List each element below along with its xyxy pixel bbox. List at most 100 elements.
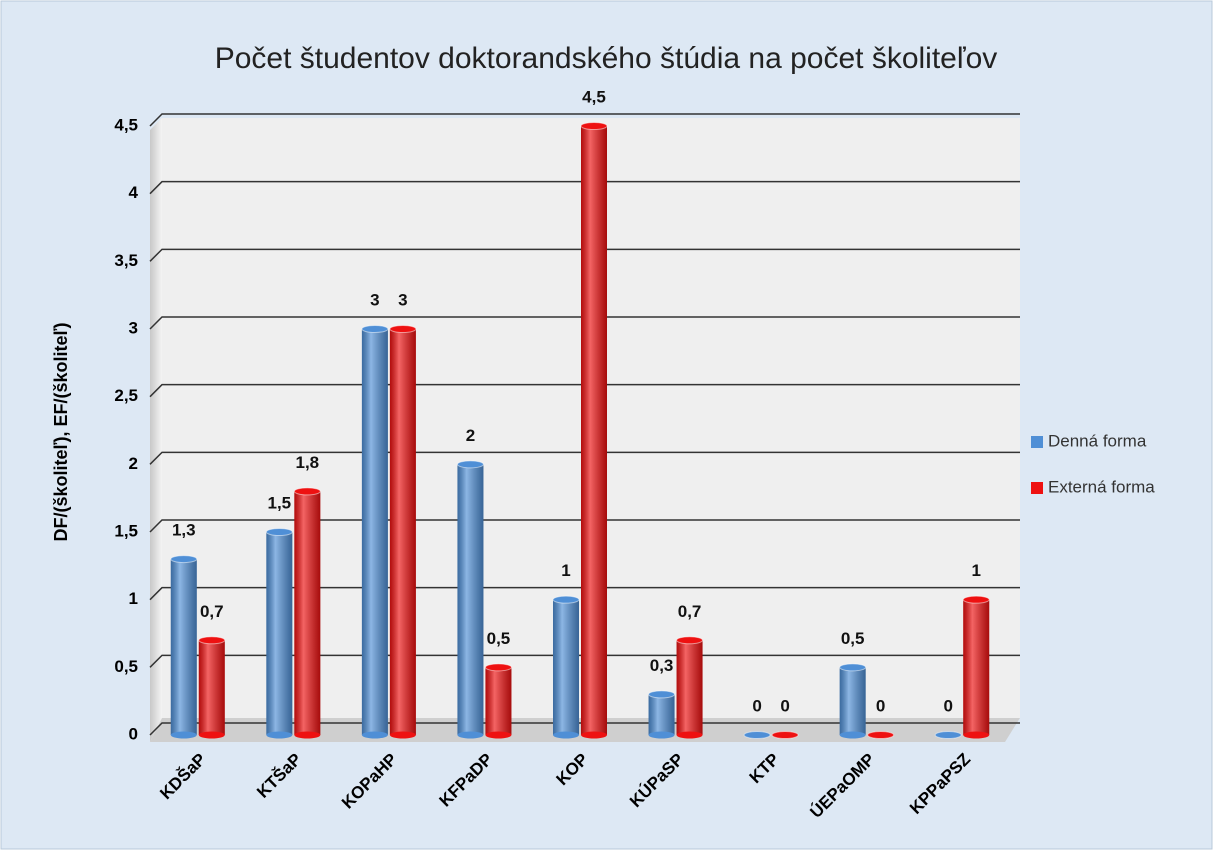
value-label: 1,3 <box>172 521 196 540</box>
bar <box>648 690 676 739</box>
value-label: 0 <box>752 696 761 715</box>
value-label: 1,5 <box>268 493 292 512</box>
bar <box>676 636 704 739</box>
legend-swatch <box>1031 482 1043 494</box>
y-tick-label: 0 <box>129 724 138 743</box>
bar <box>484 663 512 739</box>
bar <box>934 731 962 739</box>
grid-line <box>149 316 1020 330</box>
bar-top <box>771 731 799 739</box>
bar-shade <box>676 640 703 735</box>
bar-top <box>484 663 512 672</box>
grid-line <box>149 586 1020 601</box>
bar-bottom <box>963 731 990 739</box>
y-tick-label: 4 <box>129 183 139 202</box>
bar-bottom <box>581 731 607 739</box>
bar-shade <box>266 532 293 735</box>
value-label: 1,8 <box>296 453 320 472</box>
bar-shade <box>170 559 197 735</box>
bar-shade <box>553 599 579 735</box>
bar <box>170 555 198 739</box>
legend-label: Externá forma <box>1048 477 1155 496</box>
bar <box>456 460 484 739</box>
y-tick-label: 1,5 <box>114 521 138 540</box>
bar-bottom <box>170 731 197 739</box>
y-tick-label: 4,5 <box>114 115 138 134</box>
grid-line <box>149 383 1020 398</box>
grid-line <box>149 519 1020 533</box>
bar-bottom <box>553 731 579 739</box>
bar-shade <box>839 667 866 735</box>
y-tick-label: 2,5 <box>114 386 138 405</box>
bar-top <box>839 663 867 672</box>
grid-line <box>149 113 1020 127</box>
value-label: 3 <box>398 290 407 309</box>
bar-top <box>580 122 608 130</box>
grid-line <box>149 654 1020 668</box>
y-axis-label: DF/(školiteľ), EF/(školiteľ) <box>51 323 71 542</box>
bar-top <box>934 731 962 739</box>
side-wall <box>150 118 162 742</box>
value-label: 0,5 <box>487 629 511 648</box>
value-label: 3 <box>370 290 379 309</box>
bar-top <box>170 555 198 564</box>
bar-shade <box>648 694 675 735</box>
value-label: 0 <box>780 696 789 715</box>
bar <box>361 325 389 739</box>
bar-shade <box>963 599 990 735</box>
legend-swatch <box>1031 436 1043 448</box>
bar-shade <box>294 491 321 735</box>
bar-shade <box>485 667 512 735</box>
bar-bottom <box>839 731 866 739</box>
value-label: 0,7 <box>678 602 702 621</box>
grid-line <box>149 248 1020 262</box>
value-label: 0 <box>876 696 885 715</box>
y-tick-label: 3 <box>129 318 138 337</box>
value-label: 0,7 <box>200 602 224 621</box>
bar-top <box>552 595 580 604</box>
bar-top <box>198 636 226 645</box>
bar-shade <box>198 640 225 735</box>
bar-bottom <box>648 731 675 739</box>
bar <box>552 595 580 739</box>
y-tick-label: 3,5 <box>114 251 138 270</box>
bar-bottom <box>361 731 388 739</box>
bar-bottom <box>485 731 512 739</box>
bar-top <box>648 690 676 699</box>
bar-bottom <box>389 731 416 739</box>
y-tick-label: 0,5 <box>114 657 138 676</box>
grid-line <box>149 180 1020 195</box>
bar <box>293 487 321 739</box>
bar-bottom <box>198 731 225 739</box>
bar-bottom <box>294 731 321 739</box>
bar-top <box>389 325 417 333</box>
bar-shade <box>457 464 484 735</box>
bar-top <box>676 636 704 645</box>
bar-shade <box>361 329 388 735</box>
bar <box>867 731 895 739</box>
bar <box>743 731 771 739</box>
legend-label: Denná forma <box>1048 431 1147 450</box>
y-tick-label: 2 <box>129 454 138 473</box>
bar <box>962 595 990 739</box>
bar-top <box>867 731 895 739</box>
value-label: 1 <box>561 561 570 580</box>
value-label: 4,5 <box>582 87 606 106</box>
chart-title: Počet študentov doktorandského štúdia na… <box>215 42 998 75</box>
value-label: 1 <box>971 561 980 580</box>
value-label: 2 <box>466 426 475 445</box>
bar <box>580 122 608 739</box>
bar <box>389 325 417 739</box>
bar-top <box>361 325 389 333</box>
y-tick-label: 1 <box>129 589 138 608</box>
value-label: 0 <box>943 696 952 715</box>
bar-top <box>962 595 990 604</box>
bar-top <box>265 528 293 536</box>
value-label: 0,5 <box>841 629 865 648</box>
value-label: 0,3 <box>650 656 674 675</box>
bar-top <box>293 487 321 496</box>
grid-line <box>149 451 1020 465</box>
bar-bottom <box>457 731 484 739</box>
bar-top <box>743 731 771 739</box>
bar-shade <box>389 329 416 735</box>
